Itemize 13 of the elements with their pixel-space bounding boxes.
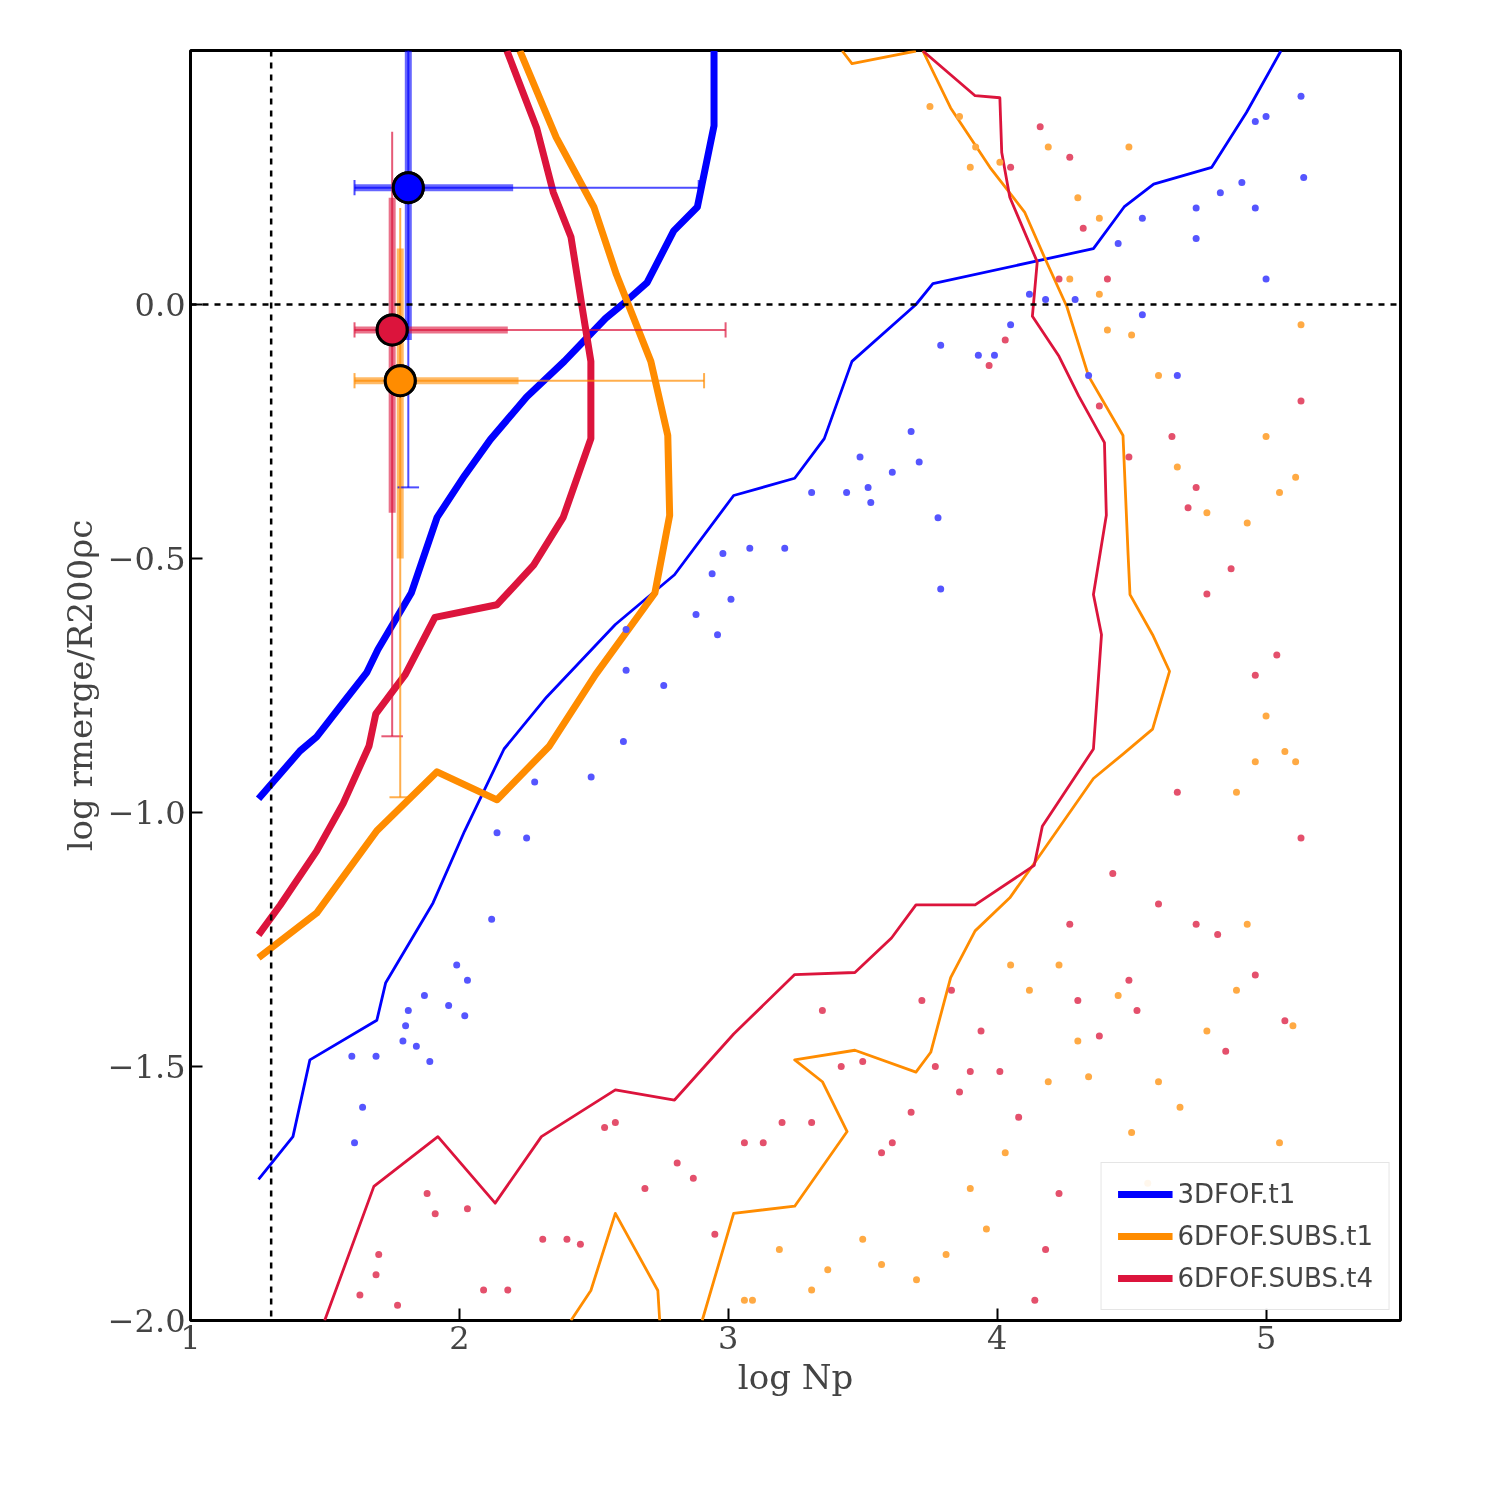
x-axis-title: log Np: [737, 1356, 854, 1397]
y-axis-title: log rmerge/R200ρc: [59, 519, 100, 852]
x-tick-label: 4: [986, 1318, 1008, 1357]
x-tick-label: 3: [718, 1318, 739, 1357]
y-tick-label: 0.0: [134, 286, 186, 324]
x-tick-label: 2: [449, 1318, 470, 1357]
legend-label: 3DFOF.t1: [1177, 1179, 1296, 1209]
y-tick-label: −1.5: [107, 1048, 186, 1086]
legend-label: 6DFOF.SUBS.t1: [1177, 1221, 1373, 1251]
y-tick-label: −0.5: [107, 540, 186, 578]
y-tick-label: −1.0: [107, 794, 186, 832]
x-tick-label: 5: [1255, 1318, 1277, 1357]
legend-label: 6DFOF.SUBS.t4: [1177, 1263, 1373, 1293]
